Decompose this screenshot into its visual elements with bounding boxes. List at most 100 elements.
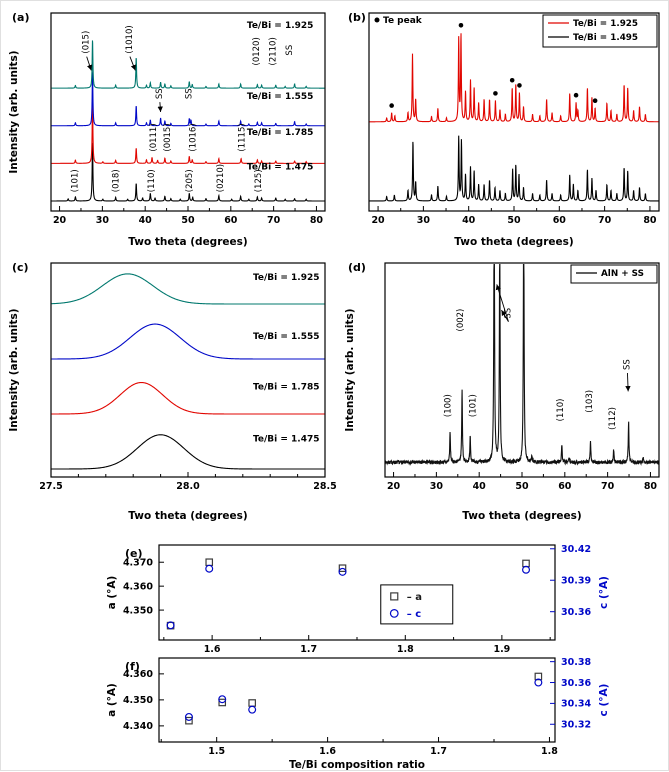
svg-text:80: 80 — [644, 481, 658, 492]
svg-text:Te/Bi = 1.495: Te/Bi = 1.495 — [573, 33, 638, 43]
svg-text:(c): (c) — [12, 261, 29, 274]
svg-text:SS: SS — [622, 359, 632, 370]
svg-text:20: 20 — [371, 215, 385, 226]
svg-text:30.42: 30.42 — [561, 544, 591, 555]
svg-text:50: 50 — [507, 215, 521, 226]
svg-text:50: 50 — [515, 481, 529, 492]
svg-text:SS: SS — [285, 45, 295, 56]
svg-text:1.8: 1.8 — [397, 644, 414, 655]
svg-text:80: 80 — [643, 215, 657, 226]
svg-text:Te/Bi = 1.555: Te/Bi = 1.555 — [253, 332, 320, 342]
svg-text:4.350: 4.350 — [123, 605, 153, 616]
panel-e-lattice-parameter-chart: 1.6 1.7 1.8 1.9 4.350 4.360 4.370 30.36 30.39 30.… — [106, 544, 610, 655]
svg-text:c (°A): c (°A) — [598, 576, 610, 609]
svg-text:4.350: 4.350 — [123, 695, 153, 706]
svg-text:(1010): (1010) — [125, 25, 135, 53]
svg-text:20: 20 — [53, 215, 67, 226]
svg-text:Te/Bi = 1.925: Te/Bi = 1.925 — [573, 19, 638, 29]
svg-text:30.36: 30.36 — [561, 607, 591, 618]
svg-text:(205): (205) — [185, 169, 195, 192]
svg-text:SS: SS — [155, 88, 165, 99]
svg-text:SS: SS — [184, 88, 194, 99]
svg-text:(101): (101) — [468, 394, 478, 417]
svg-text:(0210): (0210) — [216, 164, 226, 192]
svg-text:– c: – c — [407, 609, 421, 620]
svg-text:(d): (d) — [348, 261, 366, 274]
svg-text:4.360: 4.360 — [123, 581, 153, 592]
svg-text:(100): (100) — [444, 394, 454, 417]
svg-text:(e): (e) — [125, 547, 143, 560]
svg-text:4.340: 4.340 — [123, 721, 153, 732]
svg-text:Intensity (arb. units): Intensity (arb. units) — [344, 308, 356, 431]
svg-text:Te/Bi = 1.785: Te/Bi = 1.785 — [253, 382, 320, 392]
svg-text:c (°A): c (°A) — [598, 684, 610, 717]
svg-text:1.8: 1.8 — [541, 746, 558, 757]
svg-text:60: 60 — [553, 215, 567, 226]
svg-text:(018): (018) — [112, 169, 122, 192]
svg-text:(0120): (0120) — [252, 37, 262, 65]
svg-text:(125): (125) — [254, 169, 264, 192]
svg-text:80: 80 — [310, 215, 324, 226]
svg-text:30: 30 — [96, 215, 110, 226]
svg-text:28.0: 28.0 — [176, 481, 200, 492]
svg-text:30: 30 — [417, 215, 431, 226]
svg-text:(f): (f) — [125, 660, 140, 673]
svg-text:(015): (015) — [82, 31, 92, 54]
svg-text:28.5: 28.5 — [313, 481, 336, 492]
svg-text:(0111): (0111) — [149, 123, 159, 151]
svg-text:(1115): (1115) — [238, 123, 248, 151]
svg-text:(b): (b) — [348, 11, 366, 24]
svg-text:30.39: 30.39 — [561, 576, 591, 587]
svg-text:(101): (101) — [71, 169, 81, 192]
panel-d-substrate-xrd-chart: 20 30 40 50 60 70 80 Two theta (degrees) Intensi… — [344, 261, 660, 522]
svg-text:(1016): (1016) — [189, 123, 199, 151]
svg-text:Te/Bi = 1.475: Te/Bi = 1.475 — [247, 162, 314, 172]
svg-text:(103): (103) — [585, 390, 595, 413]
svg-text:1.6: 1.6 — [319, 746, 336, 757]
svg-text:(2110): (2110) — [268, 37, 278, 65]
panel-b-xrd-chart: 20 30 40 50 60 70 80 Two theta (degrees) (b) Te p… — [348, 11, 660, 248]
svg-text:Te/Bi = 1.555: Te/Bi = 1.555 — [247, 92, 314, 102]
svg-text:40: 40 — [462, 215, 476, 226]
svg-text:Te/Bi = 1.785: Te/Bi = 1.785 — [247, 128, 314, 138]
svg-text:30.38: 30.38 — [561, 657, 591, 668]
svg-text:70: 70 — [267, 215, 281, 226]
svg-text:70: 70 — [598, 215, 612, 226]
svg-text:(002): (002) — [456, 309, 466, 332]
svg-text:Te/Bi = 1.925: Te/Bi = 1.925 — [247, 21, 314, 31]
svg-text:30.32: 30.32 — [561, 720, 591, 731]
svg-text:1.6: 1.6 — [204, 644, 221, 655]
svg-text:40: 40 — [473, 481, 487, 492]
svg-text:40: 40 — [139, 215, 153, 226]
svg-text:1.7: 1.7 — [300, 644, 317, 655]
svg-text:(0015): (0015) — [163, 123, 173, 151]
svg-text:Te/Bi composition ratio: Te/Bi composition ratio — [289, 759, 425, 771]
svg-text:AlN + SS: AlN + SS — [601, 269, 644, 279]
svg-text:SS: SS — [503, 308, 513, 319]
svg-text:30.34: 30.34 — [561, 699, 591, 710]
svg-text:a (°A): a (°A) — [106, 683, 118, 717]
svg-text:30: 30 — [430, 481, 444, 492]
svg-text:Intensity (arb. units): Intensity (arb. units) — [8, 308, 20, 431]
svg-text:1.5: 1.5 — [208, 746, 225, 757]
svg-text:Two theta (degrees): Two theta (degrees) — [128, 236, 247, 248]
svg-text:Two theta (degrees): Two theta (degrees) — [128, 510, 247, 522]
svg-text:30.36: 30.36 — [561, 678, 591, 689]
svg-text:(a): (a) — [12, 11, 29, 24]
svg-text:4.370: 4.370 — [123, 558, 153, 569]
svg-text:– a: – a — [407, 592, 422, 603]
svg-text:20: 20 — [387, 481, 401, 492]
svg-text:Intensity (arb. units): Intensity (arb. units) — [8, 50, 20, 173]
svg-text:4.360: 4.360 — [123, 669, 153, 680]
svg-text:70: 70 — [601, 481, 615, 492]
svg-text:Te/Bi = 1.475: Te/Bi = 1.475 — [253, 435, 320, 445]
svg-text:60: 60 — [224, 215, 238, 226]
svg-text:50: 50 — [181, 215, 195, 226]
svg-text:Te peak: Te peak — [383, 16, 423, 26]
svg-text:(110): (110) — [556, 399, 566, 422]
svg-text:60: 60 — [558, 481, 572, 492]
svg-text:(110): (110) — [147, 169, 157, 192]
svg-text:1.9: 1.9 — [493, 644, 510, 655]
svg-text:27.5: 27.5 — [39, 481, 62, 492]
